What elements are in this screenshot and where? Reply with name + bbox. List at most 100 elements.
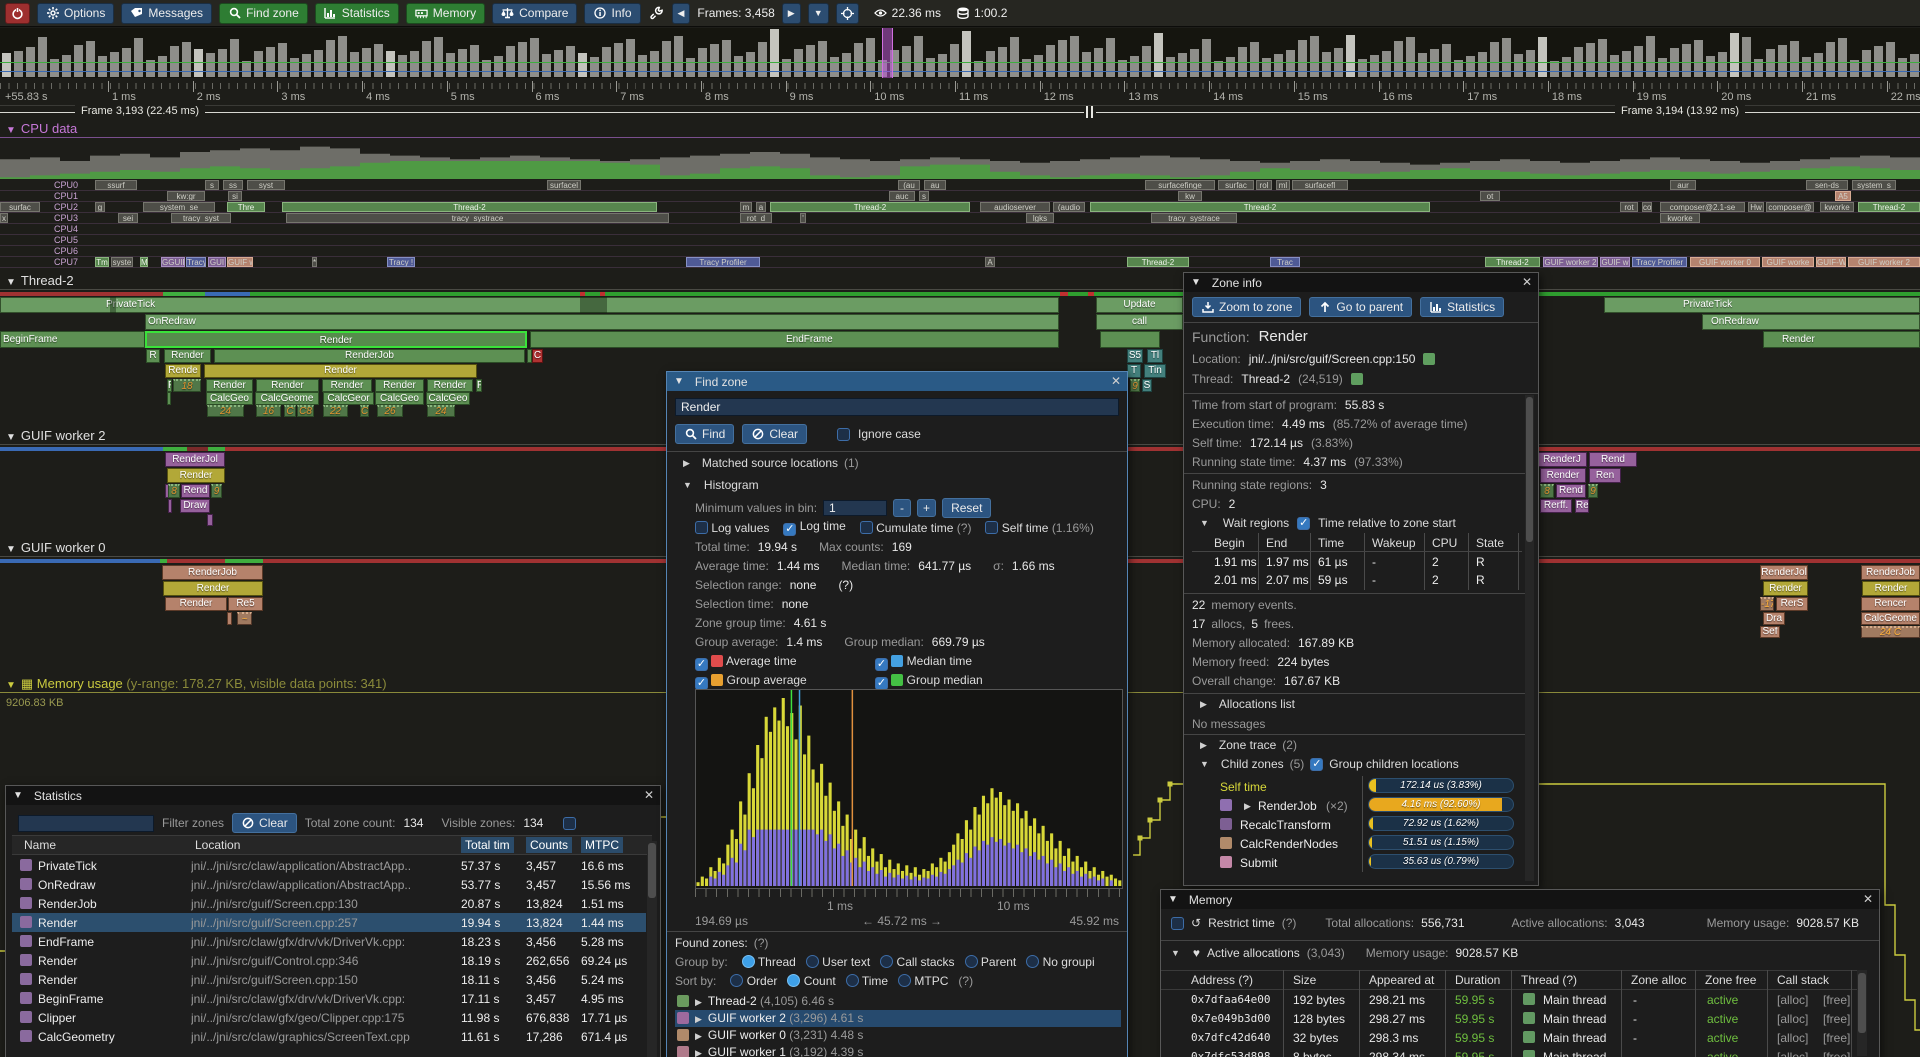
histogram-plot[interactable] bbox=[695, 689, 1123, 889]
cpu-zone-chip[interactable]: surfacefinge bbox=[1145, 180, 1215, 190]
found-zone-group[interactable]: ▶ Thread-2 (4,105) 6.46 s bbox=[675, 993, 1121, 1010]
cpu-zone-chip[interactable]: Tracy ! bbox=[387, 257, 415, 267]
stats-range-checkbox[interactable] bbox=[563, 816, 577, 830]
cpu-zone-chip[interactable]: kworke bbox=[1660, 213, 1700, 223]
stats-clear-button[interactable]: Clear bbox=[232, 813, 297, 833]
radio-time[interactable]: Time bbox=[845, 974, 888, 988]
dropdown-button[interactable]: ▼ bbox=[807, 2, 829, 24]
zone-chip[interactable]: PrivateTick bbox=[0, 297, 1059, 313]
zone-chip[interactable]: Tin bbox=[1144, 364, 1166, 378]
radio-parent[interactable]: Parent bbox=[964, 955, 1016, 969]
time-relative-checkbox[interactable]: ✓ bbox=[1297, 516, 1311, 530]
compare-button[interactable]: Compare bbox=[492, 2, 578, 24]
zone-chip[interactable]: Rerff. bbox=[1540, 499, 1572, 513]
cpu-zone-chip[interactable]: tracy_systrace bbox=[1151, 213, 1237, 223]
cpu-zone-chip[interactable]: composer@2.1-se bbox=[1660, 202, 1745, 212]
zone-chip[interactable]: OnRedraw bbox=[1702, 314, 1920, 330]
cpu-zone-chip[interactable]: Tracy Profiler bbox=[686, 257, 760, 267]
cpu-zone-chip[interactable]: g bbox=[95, 202, 105, 212]
zone-chip[interactable]: 9 bbox=[211, 484, 222, 498]
zone-info-scrollbar[interactable] bbox=[1525, 395, 1534, 881]
statistics-titlebar[interactable]: ▼ Statistics bbox=[6, 786, 660, 805]
cpu-zone-chip[interactable]: GUIF worker 2 bbox=[1848, 257, 1920, 267]
cpu-zone-chip[interactable]: Hw bbox=[1748, 202, 1764, 212]
cpu-zone-chip[interactable]: Thread-2 bbox=[1858, 202, 1920, 212]
statistics-close-icon[interactable]: ✕ bbox=[643, 788, 654, 802]
zone-chip[interactable]: Render bbox=[164, 349, 211, 363]
cpu-zone-chip[interactable]: GUIF worl bbox=[227, 257, 253, 267]
zone-chip[interactable] bbox=[527, 349, 532, 363]
cpu-zone-chip[interactable]: ' bbox=[800, 213, 806, 223]
zone-chip[interactable] bbox=[110, 297, 116, 313]
active-allocations-header[interactable]: ▼ ♥ Active allocations (3,043) Memory usag… bbox=[1171, 946, 1519, 960]
zone-chip[interactable] bbox=[1100, 331, 1160, 348]
go-to-parent-button[interactable]: Go to parent bbox=[1309, 297, 1413, 317]
zone-chip[interactable]: 8 bbox=[168, 484, 180, 498]
wait-regions-header[interactable]: ▼ Wait regions ✓ Time relative to zone star… bbox=[1200, 516, 1456, 530]
found-zone-group[interactable]: ▶ GUIF worker 1 (3,192) 4.39 s bbox=[675, 1044, 1121, 1057]
zone-chip[interactable]: 8 bbox=[1540, 484, 1554, 498]
zone-chip[interactable]: C bbox=[360, 405, 369, 417]
zone-chip[interactable]: call bbox=[1096, 314, 1183, 330]
memory-titlebar[interactable]: ▼ Memory bbox=[1161, 890, 1879, 909]
zone-chip[interactable]: R bbox=[146, 349, 160, 363]
cpu-zone-chip[interactable]: Thread-2 bbox=[1127, 257, 1189, 267]
radio-mtpc[interactable]: MTPC bbox=[898, 974, 948, 988]
fz-check-log-time[interactable]: ✓ Log time bbox=[783, 519, 846, 536]
cpu-zone-chip[interactable]: s bbox=[205, 180, 219, 190]
group-children-checkbox[interactable]: ✓ bbox=[1310, 757, 1324, 771]
zone-chip[interactable]: Rende bbox=[165, 364, 201, 378]
cpu-zone-chip[interactable]: ss bbox=[223, 180, 243, 190]
child-zone-row[interactable]: CalcRenderNodes bbox=[1192, 835, 1530, 852]
zone-chip[interactable]: Render bbox=[322, 379, 372, 392]
cpu-zone-chip[interactable]: ssurf bbox=[95, 180, 137, 190]
cpu-zone-chip[interactable]: auc bbox=[889, 191, 915, 201]
zone-chip[interactable]: CalcGeo bbox=[426, 392, 470, 405]
memory-scrollbar[interactable] bbox=[1857, 970, 1867, 1056]
zone-chip[interactable]: T bbox=[1127, 364, 1141, 378]
zone-chip[interactable]: Render bbox=[167, 468, 225, 483]
legend-group-median[interactable]: ✓ Group median bbox=[875, 673, 983, 690]
zone-chip[interactable]: Render bbox=[1540, 468, 1586, 483]
zone-chip[interactable]: RenderJol bbox=[1760, 565, 1808, 580]
table-row[interactable]: Render jni/../jni/src/guif/Screen.cpp:257… bbox=[12, 913, 646, 932]
cpu-zone-chip[interactable]: system_se bbox=[143, 202, 215, 212]
zone-chip[interactable]: Rend bbox=[1589, 452, 1637, 467]
child-zone-row[interactable]: Self time bbox=[1220, 779, 1267, 794]
statistics-button[interactable]: Statistics bbox=[314, 2, 399, 24]
zone-chip[interactable]: CalcGeome bbox=[255, 392, 319, 405]
legend-average-time[interactable]: ✓ Average time bbox=[695, 654, 797, 671]
find-button[interactable]: Find bbox=[675, 424, 735, 444]
cpu-zone-chip[interactable]: au bbox=[924, 180, 946, 190]
zone-chip[interactable]: Tl bbox=[1147, 349, 1163, 363]
zone-chip[interactable]: RenderJ bbox=[1537, 452, 1587, 467]
memory-col-header[interactable]: Size bbox=[1293, 973, 1317, 987]
frame-marker[interactable] bbox=[882, 28, 893, 78]
stats-col-location[interactable]: Location bbox=[195, 838, 241, 852]
zone-chip[interactable]: 9 bbox=[1588, 484, 1598, 498]
radio-count[interactable]: Count bbox=[787, 974, 836, 988]
section-header[interactable]: ▼ GUIF worker 2 bbox=[6, 428, 106, 443]
cpu-zone-chip[interactable]: audioserver bbox=[980, 202, 1050, 212]
cpu-zone-chip[interactable]: co bbox=[1642, 202, 1652, 212]
zone-chip[interactable]: 24 C bbox=[1861, 626, 1920, 638]
radio-thread[interactable]: Thread bbox=[741, 955, 796, 969]
cpu-zone-chip[interactable]: surfac bbox=[1218, 180, 1254, 190]
zone-chip[interactable]: Update bbox=[1096, 297, 1183, 313]
radio-user-text[interactable]: User text bbox=[805, 955, 870, 969]
cpu-zone-chip[interactable]: syst bbox=[247, 180, 285, 190]
child-zone-row[interactable]: Submit bbox=[1192, 854, 1530, 871]
cpu-zone-chip[interactable]: Tracy bbox=[186, 257, 206, 267]
zone-chip[interactable]: C8 bbox=[297, 405, 314, 417]
cpu-zone-chip[interactable]: kworke bbox=[1820, 202, 1854, 212]
zone-chip[interactable] bbox=[168, 499, 172, 513]
zone-chip[interactable]: ~ bbox=[237, 612, 252, 625]
cpu-zone-chip[interactable]: a bbox=[756, 202, 766, 212]
child-zones-header[interactable]: ▼ Child zones (5) ✓ Group children locations bbox=[1200, 757, 1459, 771]
zone-trace-header[interactable]: ▶ Zone trace (2) bbox=[1200, 738, 1297, 752]
table-row[interactable]: BeginFrame jni/../jni/src/claw/gfx/drv/vk… bbox=[12, 989, 646, 1008]
frame-overview-strip[interactable] bbox=[0, 28, 1920, 78]
cpu-zone-chip[interactable]: Thread-2 bbox=[1485, 257, 1540, 267]
cpu-zone-chip[interactable]: surfac bbox=[0, 202, 40, 212]
memory-table-row[interactable]: 0x7dfaa64e00 192 bytes 298.21 ms 59.95 s Mai… bbox=[1191, 992, 1851, 1007]
